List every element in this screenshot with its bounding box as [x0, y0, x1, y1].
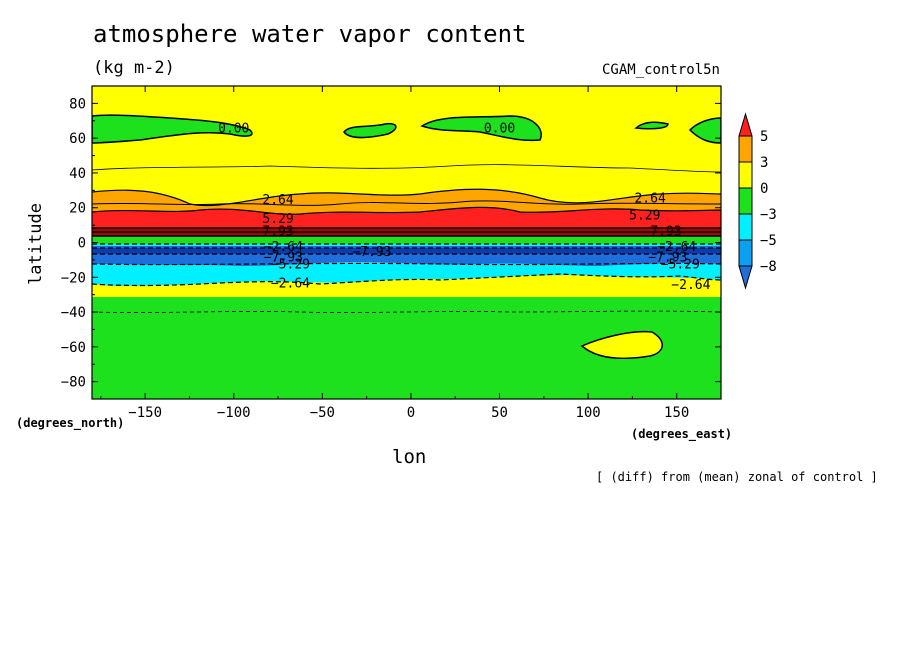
colorbar-tick-label: 3 — [760, 155, 768, 171]
y-tick-label: −20 — [61, 270, 86, 286]
contour-labels: 0.00 0.002.64 2.645.29 5.297.93 7.93−2.64 −2.… — [218, 122, 711, 294]
contour-label: 5.29 — [262, 212, 293, 227]
contour-label: −2.64 — [671, 278, 710, 293]
field-green-patch-5 — [688, 117, 721, 144]
field-green-patch-4 — [634, 121, 669, 130]
colorbar-segment — [738, 161, 753, 189]
contour-label: −2.64 — [271, 276, 310, 291]
y-tick-label: −40 — [61, 305, 86, 321]
contour-label: −7.93 — [264, 250, 303, 265]
colorbar-tick-label: 0 — [760, 181, 768, 197]
y-tick-label: −80 — [61, 375, 86, 391]
colorbar-tick-label: −3 — [760, 207, 777, 223]
contour-label: −2.64 — [657, 240, 696, 255]
colorbar-arrow-top — [738, 112, 753, 137]
colorbar-segment — [738, 239, 753, 267]
x-axis-ticks: −150 −100 −50 0 50 100 150 — [100, 86, 722, 421]
x-axis-label: lon — [392, 446, 427, 468]
y-tick-label: 20 — [69, 201, 86, 217]
x-tick-label: −50 — [310, 405, 335, 421]
contour-label: 2.64 — [262, 193, 293, 208]
x-tick-label: 0 — [407, 405, 415, 421]
y-tick-label: −60 — [61, 340, 86, 356]
contour-label: −5.29 — [271, 257, 310, 272]
y-tick-label: 80 — [69, 96, 86, 112]
y-axis-label: latitude — [26, 203, 46, 285]
colorbar-tick-label: −5 — [760, 233, 777, 249]
contour-label: 0.00 — [484, 122, 515, 137]
contour-label: −2.64 — [264, 240, 303, 255]
colorbar-segment — [738, 213, 753, 241]
run-name: CGAM_control5n — [601, 62, 720, 78]
y-tick-label: 60 — [69, 131, 86, 147]
y-axis-unit: (degrees_north) — [16, 416, 125, 430]
x-tick-label: 100 — [575, 405, 600, 421]
colorbar-tick-label: 5 — [760, 129, 768, 145]
chart-title: atmosphere water vapor content — [93, 20, 527, 48]
x-axis-unit: (degrees_east) — [631, 427, 733, 441]
footnote: [ (diff) from (mean) zonal of control ] — [596, 470, 878, 484]
contour-label: 7.93 — [262, 224, 293, 239]
x-tick-label: 150 — [664, 405, 689, 421]
x-tick-label: 50 — [491, 405, 508, 421]
chart-units: (kg m-2) — [93, 58, 175, 78]
y-axis-ticks: 80 60 40 20 0 −20 −40 −60 −80 — [61, 85, 721, 400]
x-tick-label: −150 — [128, 405, 162, 421]
contour-label: 5.29 — [629, 209, 660, 224]
x-tick-label: −100 — [217, 405, 251, 421]
colorbar-segment — [738, 187, 753, 215]
field-band-equator-green — [92, 236, 721, 244]
field-band-navy — [92, 248, 721, 254]
contour-label: −7.93 — [648, 250, 687, 265]
colorbar-segment — [738, 135, 753, 163]
field-green-patch-2 — [343, 122, 397, 139]
colorbar: 5 3 0 −3 −5 −8 — [738, 112, 777, 290]
y-tick-label: 40 — [69, 166, 86, 182]
colorbar-tick-label: −8 — [760, 259, 777, 275]
field-yellow-blob-south — [580, 330, 663, 360]
contour-label: −5.29 — [661, 257, 700, 272]
contour-label: 0.00 — [218, 122, 249, 137]
y-tick-label: 0 — [78, 236, 86, 252]
contour-label: 7.93 — [650, 224, 681, 239]
field-green-patch-3 — [420, 115, 542, 142]
contour-label: 2.64 — [634, 191, 665, 206]
contour-label: −7.93 — [352, 245, 391, 260]
colorbar-arrow-bottom — [738, 265, 753, 290]
field-green-patch-1 — [92, 114, 253, 144]
